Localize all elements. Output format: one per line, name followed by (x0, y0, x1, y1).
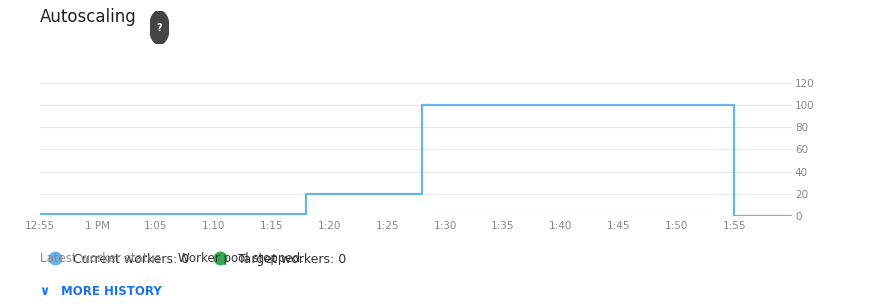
Text: MORE HISTORY: MORE HISTORY (61, 285, 161, 297)
Text: ?: ? (157, 23, 162, 32)
Text: Latest worker status:: Latest worker status: (40, 252, 166, 265)
Text: ∨: ∨ (40, 285, 54, 297)
Circle shape (150, 11, 169, 44)
Text: Autoscaling: Autoscaling (40, 8, 137, 26)
Text: Worker pool stopped.: Worker pool stopped. (178, 252, 303, 265)
Legend: Current workers: 0, Target workers: 0: Current workers: 0, Target workers: 0 (43, 253, 346, 266)
